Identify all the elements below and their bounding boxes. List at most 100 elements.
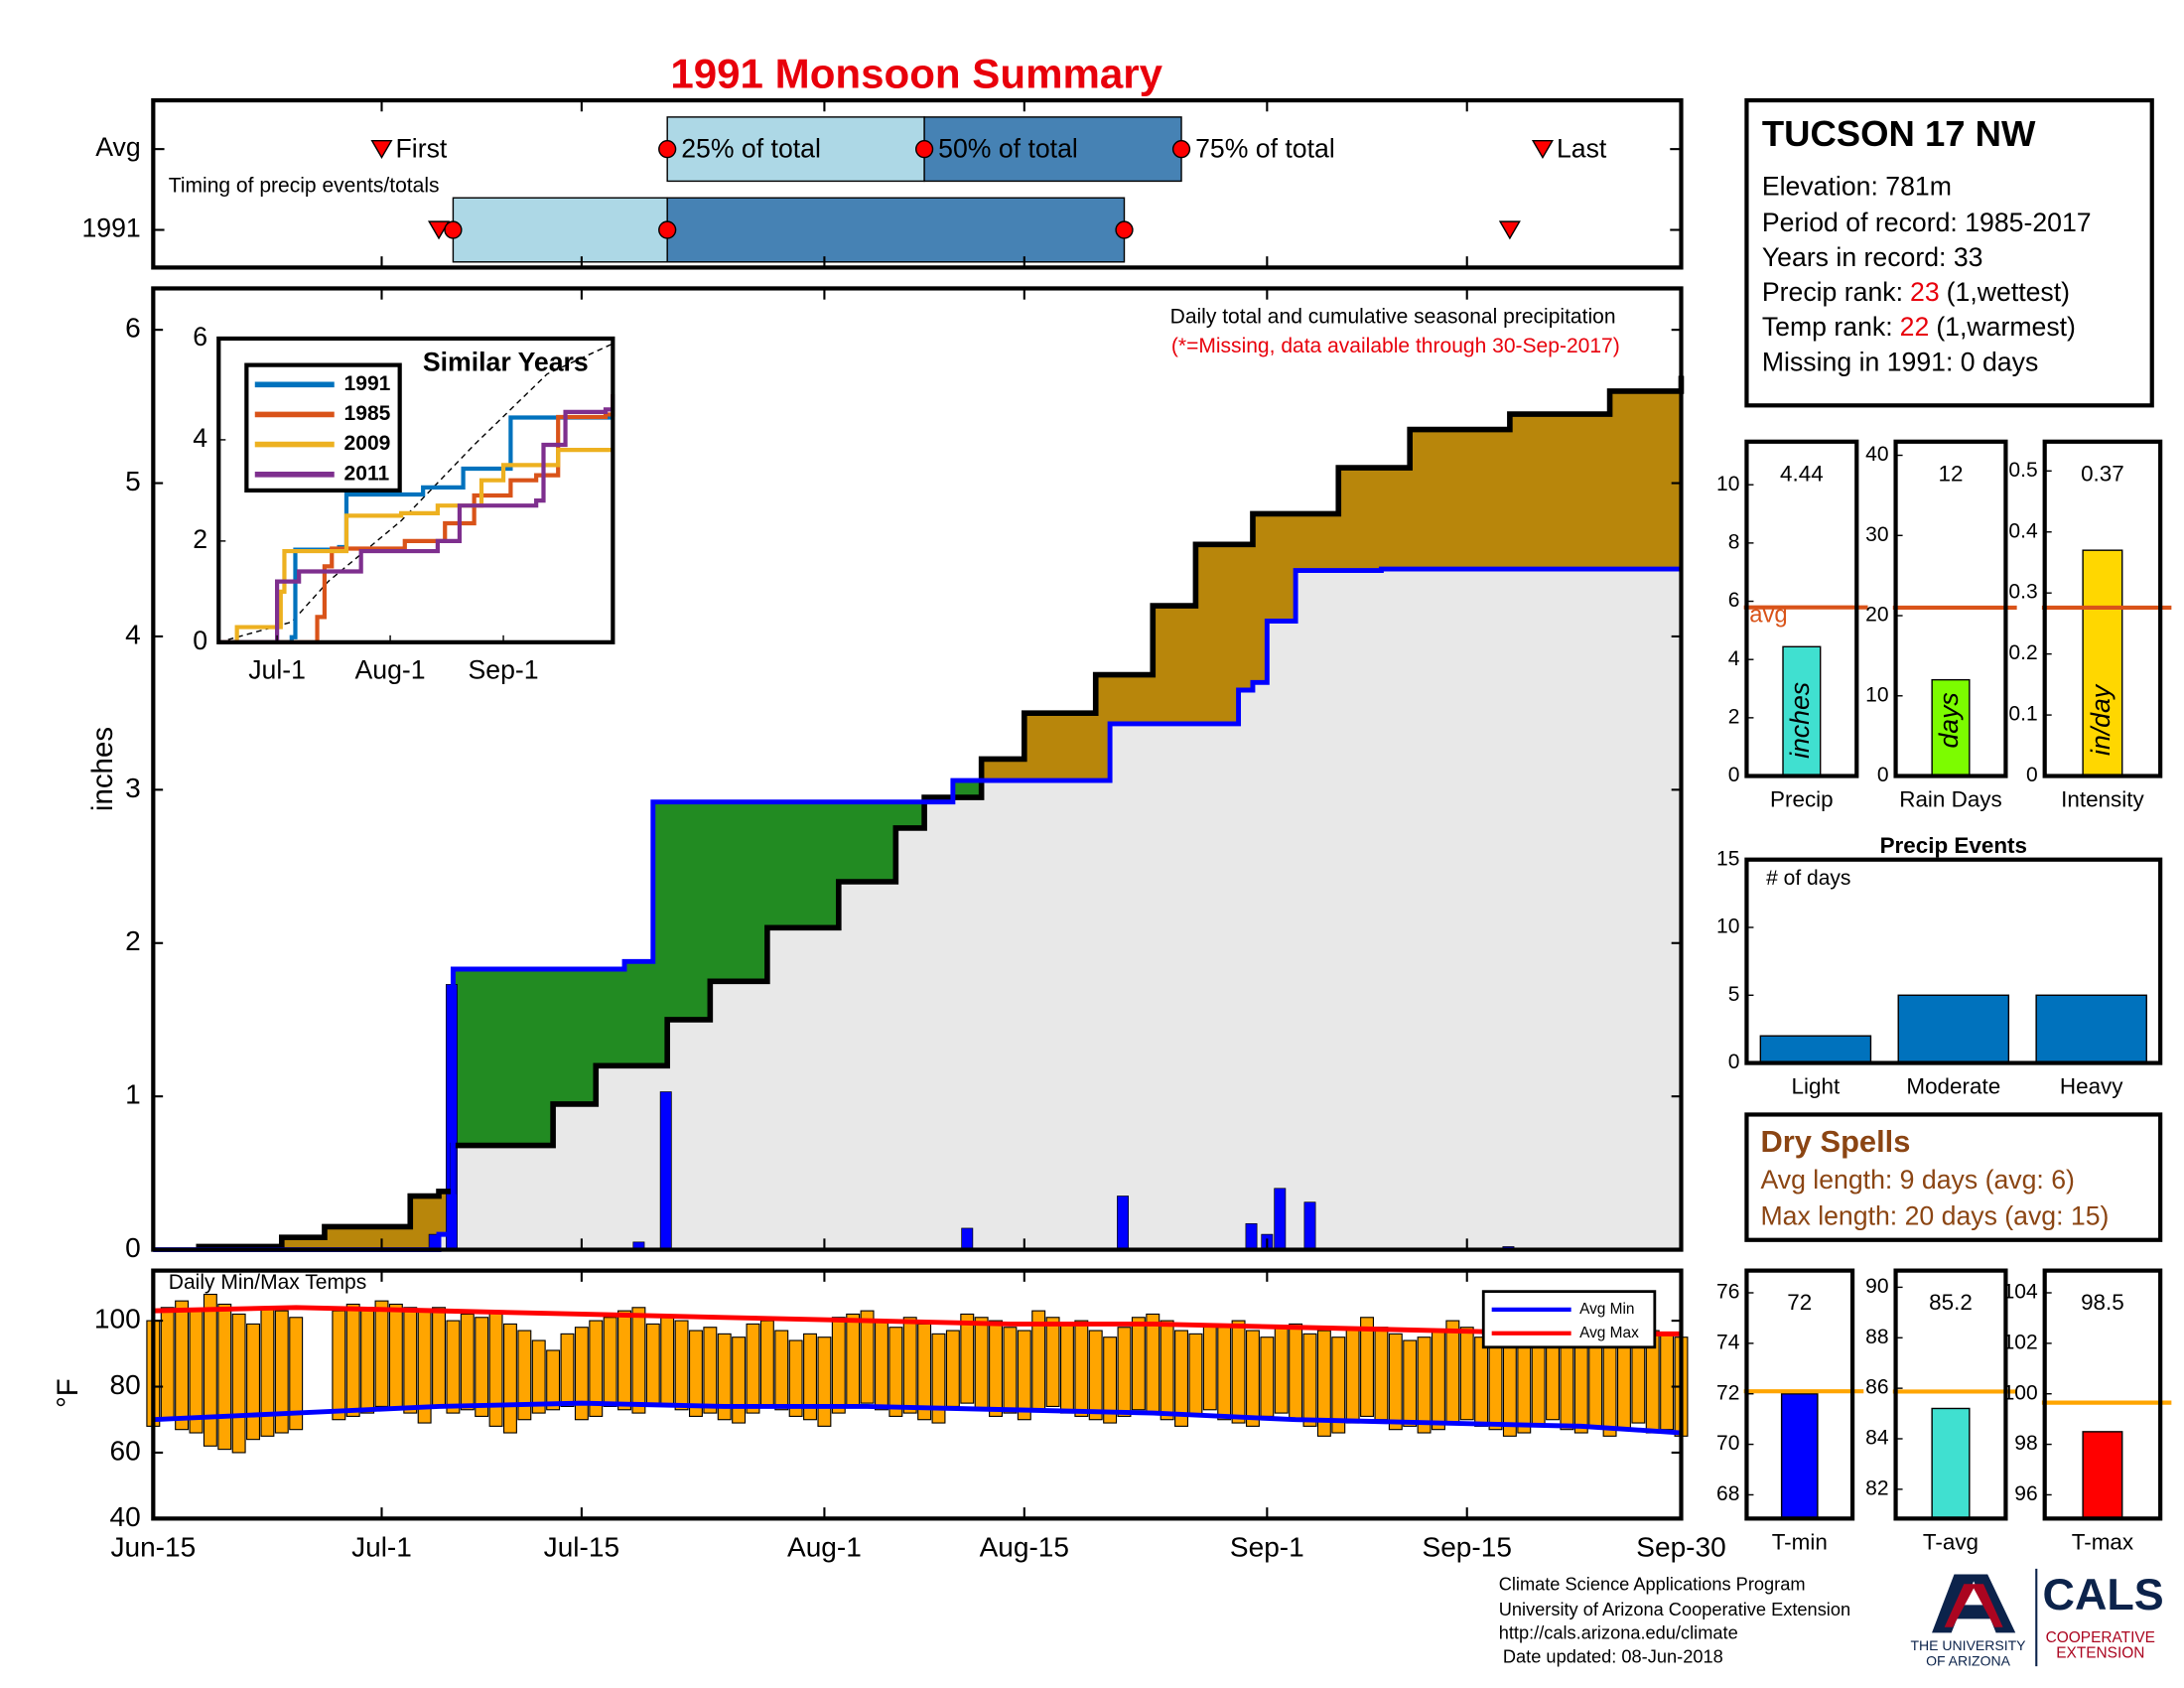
temp-range-bar xyxy=(332,1310,346,1421)
bar xyxy=(1782,645,1822,777)
station-name: TUCSON 17 NW xyxy=(1762,113,2036,154)
bar xyxy=(2035,994,2147,1064)
x-tick-label: Aug-1 xyxy=(787,1532,862,1563)
footer-line: http://cals.arizona.edu/climate xyxy=(1499,1622,1738,1643)
temp-range-bar xyxy=(1059,1323,1074,1414)
timing-triangle xyxy=(427,220,451,240)
annotation: Timing of precip events/totals xyxy=(169,175,440,198)
legend-label: 2009 xyxy=(344,432,391,455)
temp-range-bar xyxy=(1474,1336,1489,1427)
bar xyxy=(1897,994,2010,1064)
row-label: Avg xyxy=(95,132,140,162)
y-tick-label: 0.5 xyxy=(2008,459,2037,482)
temp-range-bar xyxy=(289,1317,304,1431)
y-tick-label: 74 xyxy=(1716,1331,1740,1353)
value-label: 85.2 xyxy=(1929,1290,1973,1315)
y-tick-label: 90 xyxy=(1865,1275,1888,1298)
plot-frame xyxy=(2042,439,2163,778)
timing-label: Last xyxy=(1557,134,1607,164)
bar xyxy=(1931,1407,1971,1520)
info-line: Missing in 1991: 0 days xyxy=(1762,347,2038,376)
temp-range-bar xyxy=(1660,1333,1675,1431)
y-tick-label: 4 xyxy=(1728,647,1740,670)
temp-range-bar xyxy=(989,1320,1004,1417)
plot-frame xyxy=(216,336,615,644)
temp-rank: Temp rank: 22 (1,warmest) xyxy=(1762,312,2076,342)
temp-range-bar xyxy=(403,1307,418,1414)
ua-name: OF ARIZONA xyxy=(1926,1653,2011,1669)
station-info: TUCSON 17 NW Elevation: 781m Period of r… xyxy=(1744,97,2154,408)
legend-label: 1991 xyxy=(344,372,391,395)
y-tick-label: 2 xyxy=(193,524,207,554)
temp-range-bar xyxy=(1188,1333,1203,1417)
value-label: 98.5 xyxy=(2081,1290,2124,1315)
y-axis-label: inches xyxy=(86,727,119,811)
row-label: 1991 xyxy=(81,213,140,243)
panel-title: Precip Events xyxy=(1880,833,2027,858)
y-tick-label: 40 xyxy=(1865,443,1888,466)
unit-label: inches xyxy=(1785,682,1815,759)
avg-cumulative-line xyxy=(196,375,1685,1250)
note: (1,warmest) xyxy=(1936,312,2076,342)
early-span xyxy=(666,116,925,183)
y-tick-label: 6 xyxy=(193,322,207,352)
temp-range-bar xyxy=(517,1330,532,1421)
rank: 22 xyxy=(1900,312,1930,342)
bar xyxy=(1931,678,1971,777)
y-tick-label: 86 xyxy=(1865,1376,1888,1399)
chart-label: Daily Min/Max Temps xyxy=(169,1271,366,1294)
x-tick-label: Jun-15 xyxy=(110,1532,196,1563)
year-cumulative-line xyxy=(153,566,1682,1253)
temp-range-bar xyxy=(1431,1330,1445,1431)
y-tick-label: 104 xyxy=(2003,1281,2038,1304)
category-label: T-avg xyxy=(1923,1530,1979,1555)
temp-range-bar xyxy=(460,1313,475,1411)
y-tick-label: 10 xyxy=(1865,683,1888,706)
timing-label: 25% of total xyxy=(681,134,821,164)
timing-circle xyxy=(1171,140,1191,159)
temp-range-bar xyxy=(688,1330,703,1417)
plot-frame xyxy=(151,286,1684,1252)
y-tick-label: 4 xyxy=(193,423,207,453)
ua-name: THE UNIVERSITY xyxy=(1911,1637,2027,1653)
panel-note: # of days xyxy=(1766,867,1850,890)
value-label: 12 xyxy=(1939,461,1964,486)
temp-range-bar xyxy=(1331,1336,1346,1434)
value-label: 4.44 xyxy=(1780,461,1824,486)
y-tick-label: 80 xyxy=(110,1369,141,1400)
y-tick-label: 15 xyxy=(1716,847,1739,870)
y-tick-label: 1 xyxy=(125,1079,141,1110)
legend-label: 1985 xyxy=(344,402,391,425)
temp-range-bar xyxy=(846,1313,861,1408)
temp-range-bar xyxy=(817,1336,832,1427)
temp-range-bar xyxy=(931,1333,946,1424)
category-label: Rain Days xyxy=(1899,787,2001,812)
temp-range-bar xyxy=(502,1323,517,1434)
temp-range-bar xyxy=(531,1339,546,1414)
x-tick-label: Sep-1 xyxy=(1230,1532,1304,1563)
temp-range-bar xyxy=(475,1317,489,1417)
y-tick-label: 40 xyxy=(110,1501,141,1532)
temp-range-bar xyxy=(446,1320,461,1414)
temp-range-bar xyxy=(1274,1327,1289,1414)
timing-circle xyxy=(658,220,677,239)
plot-frame xyxy=(1893,439,2008,778)
temp-range-bar xyxy=(274,1310,289,1434)
temp-range-bar xyxy=(717,1333,732,1421)
y-tick-label: 0 xyxy=(1877,764,1889,786)
temp-range-bar xyxy=(960,1313,975,1404)
legend-label: Avg Min xyxy=(1579,1301,1634,1318)
avg-temp-line xyxy=(153,1400,1682,1436)
temp-range-bar xyxy=(645,1323,660,1404)
plot-frame xyxy=(1744,857,2163,1065)
inset-title: Similar Years xyxy=(423,347,589,376)
y-tick-label: 68 xyxy=(1716,1482,1739,1505)
temp-range-bar xyxy=(1316,1330,1331,1437)
info-line: Elevation: 781m xyxy=(1762,171,1952,201)
daily-bar xyxy=(659,1091,672,1250)
temp-range-bar xyxy=(231,1313,246,1454)
y-tick-label: 0 xyxy=(125,1232,141,1263)
temp-range-bar xyxy=(703,1327,718,1414)
value-label: 72 xyxy=(1787,1290,1812,1315)
x-tick-label: Jul-1 xyxy=(351,1532,412,1563)
